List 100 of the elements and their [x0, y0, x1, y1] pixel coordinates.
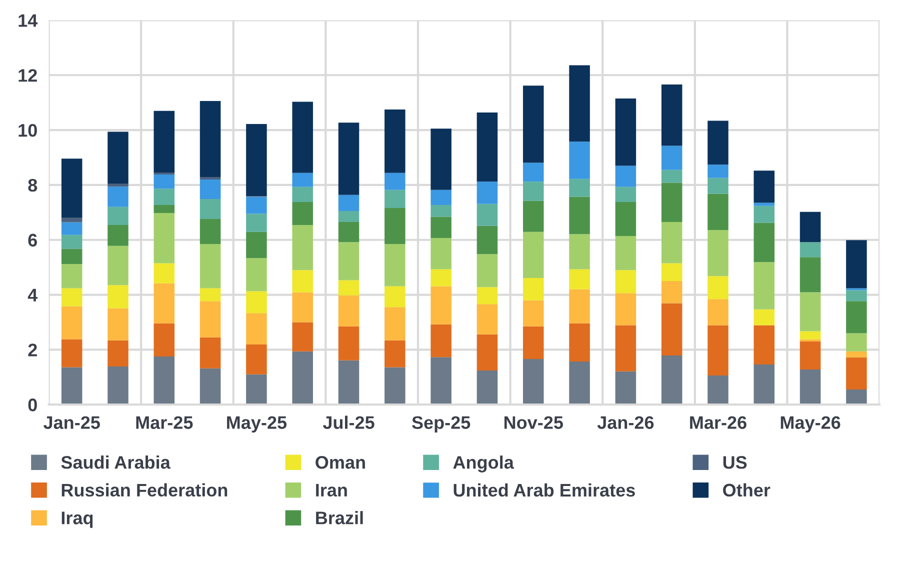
- y-tick-label: 12: [18, 69, 37, 82]
- bar: [661, 84, 682, 146]
- bar: [522, 359, 544, 405]
- bar: [754, 364, 775, 405]
- bar: [661, 303, 682, 356]
- bar: [800, 242, 821, 258]
- bar: [154, 174, 175, 189]
- bar: [846, 333, 867, 352]
- x-tick-label: Mar-26: [690, 416, 746, 429]
- bar: [154, 356, 175, 405]
- bar: [61, 222, 82, 235]
- bar: [569, 65, 590, 142]
- bar: [384, 340, 406, 368]
- bar: [754, 202, 775, 206]
- y-tick-label: 4: [28, 288, 38, 302]
- x-tick-label: Nov-25: [504, 416, 563, 429]
- bar: [108, 285, 128, 308]
- bar: [846, 240, 867, 288]
- bar: [246, 344, 267, 374]
- bar: [384, 244, 406, 286]
- legend-label: US: [723, 456, 747, 469]
- bar: [154, 205, 175, 213]
- bar: [200, 244, 221, 288]
- bar: [615, 98, 636, 166]
- bar: [708, 164, 728, 178]
- bar: [430, 190, 452, 205]
- bar: [846, 290, 867, 302]
- bar: [292, 322, 313, 352]
- bar: [384, 208, 406, 244]
- legend-label: Iraq: [62, 512, 93, 528]
- bar: [108, 246, 128, 286]
- bar: [661, 146, 682, 170]
- bar: [708, 276, 728, 300]
- bar: [800, 341, 821, 370]
- bar: [615, 371, 636, 405]
- bar: [200, 179, 221, 199]
- bar: [430, 324, 452, 358]
- bar: [246, 232, 267, 258]
- bar: [800, 257, 821, 292]
- bar: [754, 222, 775, 262]
- bar: [476, 204, 498, 226]
- bar: [61, 218, 82, 222]
- bar: [708, 376, 728, 405]
- x-tick-label: Jul-25: [322, 416, 374, 429]
- bar: [200, 301, 221, 338]
- bar: [338, 326, 360, 360]
- bar: [615, 202, 636, 236]
- bar: [292, 202, 313, 226]
- bar: [154, 263, 175, 284]
- bar: [522, 278, 544, 300]
- bar: [246, 196, 267, 214]
- bar: [108, 340, 128, 366]
- bar: [522, 300, 544, 326]
- bar: [292, 351, 313, 405]
- y-tick-label: 8: [28, 178, 38, 192]
- bar: [108, 132, 128, 184]
- x-tick-label: Jan-26: [597, 416, 654, 429]
- bar: [108, 206, 128, 226]
- bar: [476, 287, 498, 304]
- bar: [569, 361, 590, 405]
- legend-label: Brazil: [316, 511, 363, 524]
- bar: [430, 128, 452, 190]
- bar: [661, 263, 682, 282]
- bar: [430, 286, 452, 324]
- bar: [522, 162, 544, 182]
- bar: [615, 186, 636, 202]
- bar: [338, 280, 360, 296]
- bar: [754, 170, 775, 203]
- bar: [108, 184, 128, 187]
- bar: [292, 186, 313, 202]
- bar: [338, 194, 360, 212]
- bar: [430, 216, 452, 238]
- bar: [154, 212, 175, 264]
- bar: [292, 225, 313, 270]
- bar: [200, 100, 221, 177]
- x-tick-label: May-26: [780, 416, 840, 433]
- bar: [246, 214, 267, 232]
- bar: [569, 142, 590, 179]
- bar: [754, 309, 775, 326]
- bar: [61, 339, 82, 368]
- bar: [846, 351, 867, 358]
- bar: [708, 325, 728, 376]
- bar: [154, 283, 175, 324]
- bar: [708, 299, 728, 326]
- bar: [708, 120, 728, 165]
- y-tick-label: 14: [18, 14, 38, 27]
- bar: [430, 205, 452, 217]
- bar: [569, 234, 590, 270]
- bar: [522, 326, 544, 360]
- bar: [846, 301, 867, 334]
- bar: [476, 112, 498, 182]
- bar: [476, 226, 498, 254]
- bar: [338, 242, 360, 280]
- legend-label: Other: [723, 483, 770, 497]
- legend-label: United Arab Emirates: [454, 483, 635, 497]
- bar: [200, 219, 221, 244]
- bar: [476, 254, 498, 288]
- bar: [61, 306, 82, 340]
- bar: [61, 264, 82, 288]
- bar: [338, 295, 360, 326]
